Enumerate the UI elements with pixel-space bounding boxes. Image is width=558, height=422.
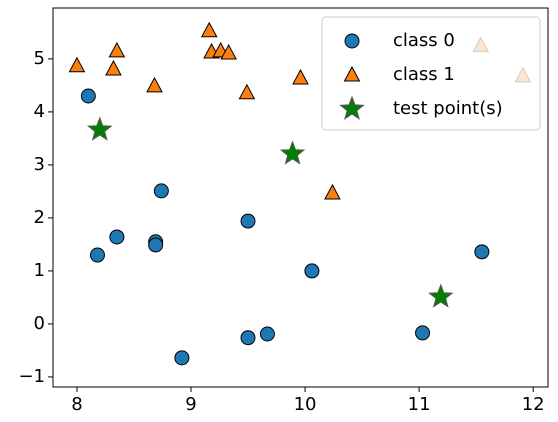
point — [292, 68, 309, 85]
axes-frame — [52, 7, 549, 388]
point — [474, 244, 490, 260]
legend-label: class 1 — [393, 64, 455, 85]
point — [80, 88, 96, 104]
point — [304, 263, 320, 279]
point — [109, 229, 125, 245]
point — [415, 325, 431, 341]
point — [108, 41, 126, 58]
y-tick-label: 2 — [34, 207, 45, 228]
point — [148, 237, 164, 253]
x-tick-label: 10 — [294, 394, 317, 415]
point — [428, 283, 454, 308]
legend-marker — [343, 65, 361, 82]
x-tick-label: 8 — [71, 394, 82, 415]
legend-marker — [339, 95, 365, 120]
point — [238, 83, 256, 100]
y-tick-label: 0 — [34, 313, 45, 334]
x-tick-label: 11 — [408, 394, 431, 415]
point — [240, 213, 256, 229]
point — [240, 330, 256, 346]
x-tick-label: 9 — [185, 394, 196, 415]
legend: class 0 class 1 test point(s) — [321, 16, 541, 131]
point — [279, 140, 306, 165]
point — [89, 247, 105, 263]
point — [153, 183, 169, 199]
legend-label: class 0 — [393, 30, 455, 51]
point — [105, 59, 122, 76]
y-tick-label: 5 — [34, 48, 45, 69]
y-tick-label: 3 — [34, 154, 45, 175]
point — [259, 326, 275, 342]
legend-marker — [344, 33, 360, 49]
point — [86, 116, 113, 141]
y-tick-label: 1 — [34, 260, 45, 281]
y-tick-label: −1 — [18, 366, 45, 387]
point — [200, 21, 218, 38]
point — [174, 350, 190, 366]
point — [324, 183, 341, 200]
legend-label: test point(s) — [393, 98, 503, 119]
x-tick-label: 12 — [522, 394, 545, 415]
legend-box — [321, 16, 541, 131]
point — [146, 76, 163, 93]
point — [68, 56, 86, 73]
y-tick-label: 4 — [34, 101, 45, 122]
point — [220, 43, 237, 60]
